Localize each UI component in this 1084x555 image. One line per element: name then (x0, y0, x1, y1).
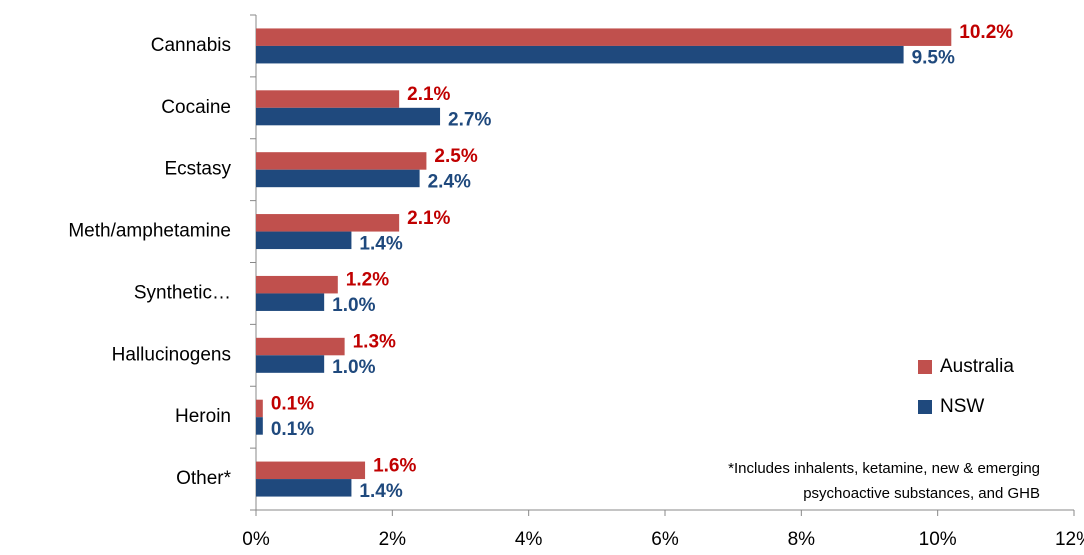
value-label: 10.2% (959, 22, 1013, 43)
category-label: Other* (176, 468, 232, 489)
value-label: 2.4% (428, 171, 471, 192)
legend-label: Australia (940, 356, 1014, 377)
bar (256, 169, 420, 188)
bar (256, 399, 263, 418)
x-tick-label: 2% (379, 529, 407, 550)
x-tick-label: 8% (788, 529, 816, 550)
bar (256, 461, 366, 480)
bar (256, 417, 263, 435)
value-label: 1.4% (359, 233, 402, 254)
bar (256, 152, 427, 170)
value-label: 0.1% (271, 393, 314, 414)
category-label: Ecstasy (164, 159, 231, 180)
bar (256, 275, 338, 294)
bar (256, 45, 904, 64)
bar (256, 293, 325, 311)
value-label: 1.3% (353, 332, 396, 353)
bar (256, 107, 441, 126)
annotation: *Includes inhalents, ketamine, new & eme… (728, 460, 1040, 477)
bar (256, 214, 400, 232)
bar (256, 28, 952, 46)
value-label: 2.1% (407, 84, 450, 105)
x-tick-label: 4% (515, 529, 543, 550)
value-label: 1.6% (373, 455, 416, 476)
bar (256, 337, 345, 356)
category-label: Hallucinogens (112, 344, 231, 365)
category-label: Synthetic… (134, 282, 231, 303)
legend-label: NSW (940, 396, 984, 417)
value-label: 9.5% (912, 48, 955, 69)
annotation: psychoactive substances, and GHB (803, 485, 1040, 502)
bar (256, 90, 400, 108)
x-tick-label: 0% (242, 529, 270, 550)
bar (256, 479, 352, 497)
legend-swatch (918, 360, 932, 374)
value-label: 2.1% (407, 208, 450, 229)
bar (256, 355, 325, 373)
bar (256, 231, 352, 250)
value-label: 2.7% (448, 110, 491, 131)
value-label: 0.1% (271, 419, 314, 440)
value-label: 1.2% (346, 270, 389, 291)
value-label: 2.5% (434, 146, 477, 167)
category-label: Meth/amphetamine (68, 221, 231, 242)
value-label: 1.4% (359, 481, 402, 502)
legend-swatch (918, 400, 932, 414)
category-label: Cocaine (161, 97, 231, 118)
value-label: 1.0% (332, 295, 375, 316)
category-label: Cannabis (151, 35, 231, 56)
value-label: 1.0% (332, 357, 375, 378)
x-tick-label: 12% (1055, 529, 1084, 550)
x-tick-label: 6% (651, 529, 679, 550)
category-label: Heroin (175, 406, 231, 427)
x-tick-label: 10% (919, 529, 957, 550)
